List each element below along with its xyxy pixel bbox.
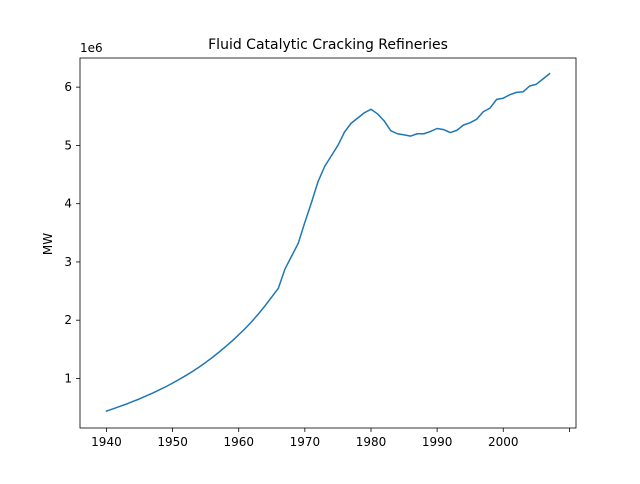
x-tick-label: 1940 <box>91 435 122 449</box>
x-tick-label: 1960 <box>223 435 254 449</box>
y-tick-label: 6 <box>64 80 72 94</box>
series-line-0 <box>105 72 551 413</box>
y-axis-label: MW <box>41 233 55 255</box>
x-tick-label: 1970 <box>290 435 321 449</box>
x-tick-label: 1980 <box>356 435 387 449</box>
y-axis-offset-label: 1e6 <box>80 41 103 55</box>
y-tick-label: 4 <box>64 197 72 211</box>
x-tick-label: 1990 <box>422 435 453 449</box>
y-tick-label: 3 <box>64 255 72 269</box>
chart-title: Fluid Catalytic Cracking Refineries <box>208 37 448 53</box>
y-tick-label: 5 <box>64 138 72 152</box>
y-tick-label: 1 <box>64 371 72 385</box>
x-tick-label: 2000 <box>488 435 519 449</box>
x-tick-label: 1950 <box>157 435 188 449</box>
y-tick-label: 2 <box>64 313 72 327</box>
axes-frame <box>79 57 577 429</box>
plot-area: 1940 1950 1960 1970 1980 1990 2000 1 2 3 4 5 6 <box>64 57 577 449</box>
